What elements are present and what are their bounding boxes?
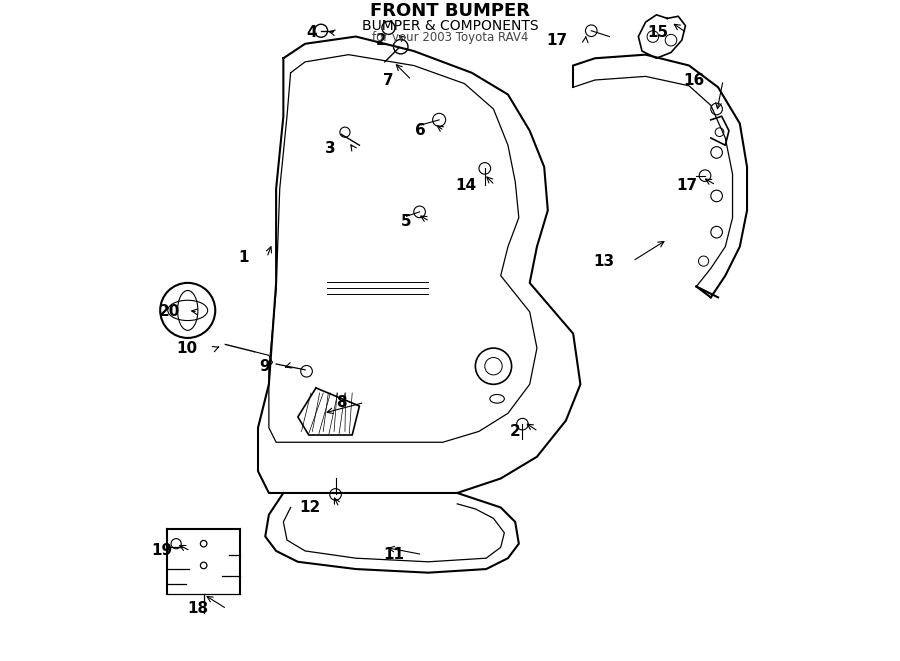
Text: for your 2003 Toyota RAV4: for your 2003 Toyota RAV4 <box>372 32 528 44</box>
Text: 14: 14 <box>455 178 477 192</box>
Text: 1: 1 <box>238 250 248 265</box>
Text: 7: 7 <box>382 73 393 87</box>
Text: 12: 12 <box>300 500 321 515</box>
Text: 17: 17 <box>677 178 698 192</box>
Text: 2: 2 <box>509 424 520 439</box>
Text: 6: 6 <box>415 123 426 138</box>
Text: 4: 4 <box>307 25 318 40</box>
Text: 5: 5 <box>401 214 411 229</box>
Text: 13: 13 <box>593 254 615 268</box>
Text: 8: 8 <box>336 395 346 410</box>
Text: 11: 11 <box>383 547 404 562</box>
Text: 9: 9 <box>260 359 270 373</box>
Text: 19: 19 <box>151 543 173 559</box>
Text: 10: 10 <box>176 340 198 356</box>
Text: 15: 15 <box>648 25 669 40</box>
Text: 18: 18 <box>187 602 209 617</box>
Text: 20: 20 <box>158 304 180 319</box>
Text: 17: 17 <box>546 32 567 48</box>
Text: 2: 2 <box>375 32 386 48</box>
Text: BUMPER & COMPONENTS: BUMPER & COMPONENTS <box>362 19 538 32</box>
Text: 3: 3 <box>325 141 336 157</box>
Text: FRONT BUMPER: FRONT BUMPER <box>370 2 530 20</box>
Text: 16: 16 <box>684 73 705 87</box>
